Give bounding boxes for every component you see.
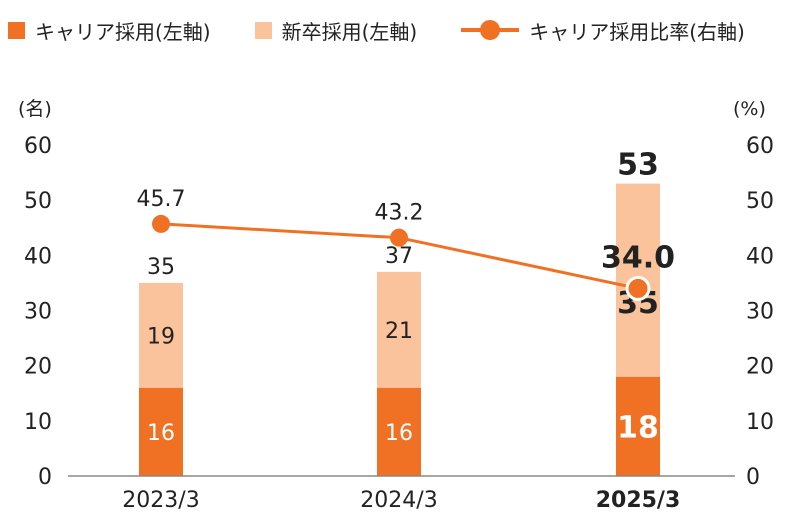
bar-career-label: 16 — [385, 421, 413, 446]
bar-newgrad-label: 19 — [147, 324, 175, 349]
bar-total-label: 35 — [147, 255, 175, 280]
bar-career — [139, 387, 183, 476]
left-axis-tick: 50 — [24, 189, 52, 214]
legend-item-newgrad: 新卒採用(左軸) — [254, 16, 418, 45]
bar-newgrad — [139, 282, 183, 388]
legend: キャリア採用(左軸) 新卒採用(左軸) キャリア採用比率(右軸) — [8, 14, 796, 46]
left-axis-tick: 30 — [24, 300, 52, 325]
bar-career — [616, 376, 660, 476]
right-axis-tick: 60 — [746, 134, 774, 159]
bar-career-label: 16 — [147, 421, 175, 446]
legend-label-newgrad: 新卒採用(左軸) — [281, 19, 418, 44]
legend-swatch-newgrad — [254, 21, 272, 39]
ratio-point — [625, 275, 651, 301]
left-axis-tick: 0 — [38, 465, 52, 490]
right-axis-unit: (%) — [733, 98, 766, 120]
left-axis-tick: 60 — [24, 134, 52, 159]
ratio-label: 45.7 — [137, 187, 186, 212]
right-axis-tick: 30 — [746, 300, 774, 325]
x-axis-tick: 2023/3 — [122, 488, 199, 513]
left-axis-tick: 40 — [24, 244, 52, 269]
legend-label-career: キャリア採用(左軸) — [35, 19, 211, 44]
ratio-point — [390, 228, 408, 247]
right-axis-tick: 20 — [746, 355, 774, 380]
ratio-label: 43.2 — [375, 201, 424, 226]
bar-career — [377, 387, 421, 476]
x-axis-tick: 2024/3 — [360, 488, 437, 513]
bar-career-label: 18 — [617, 410, 659, 445]
left-axis-tick: 20 — [24, 355, 52, 380]
right-axis-tick: 40 — [746, 244, 774, 269]
left-axis-unit: (名) — [18, 98, 52, 120]
bar-total-label: 37 — [385, 244, 413, 269]
ratio-point — [152, 214, 170, 233]
legend-label-ratio: キャリア採用比率(右軸) — [529, 19, 745, 44]
legend-item-career: キャリア採用(左軸) — [8, 16, 211, 45]
legend-swatch-ratio — [461, 20, 520, 40]
right-axis-tick: 0 — [746, 465, 760, 490]
ratio-label: 34.0 — [601, 240, 675, 275]
left-axis-tick: 10 — [24, 410, 52, 435]
x-axis-tick: 2025/3 — [596, 488, 681, 513]
right-axis-tick: 10 — [746, 410, 774, 435]
bar-newgrad — [377, 271, 421, 388]
bar-newgrad-label: 21 — [385, 319, 413, 344]
legend-swatch-career — [8, 21, 25, 39]
bar-total-label: 53 — [617, 148, 659, 183]
right-axis-tick: 50 — [746, 189, 774, 214]
legend-item-ratio: キャリア採用比率(右軸) — [461, 16, 745, 45]
